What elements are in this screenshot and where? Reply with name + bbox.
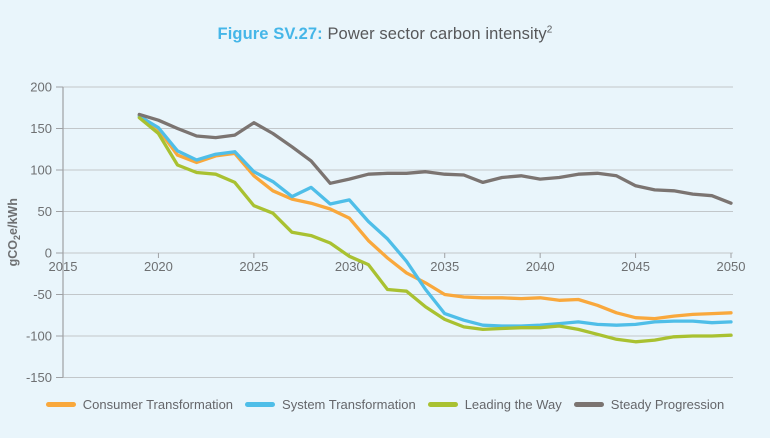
x-tick-label: 2015 <box>49 259 78 274</box>
x-tick-label: 2030 <box>335 259 364 274</box>
series-line-consumer-transformation <box>137 113 733 321</box>
y-tick-label: 0 <box>45 246 52 261</box>
chart-legend: Consumer Transformation System Transforma… <box>0 397 770 412</box>
x-tick-label: 2050 <box>717 259 746 274</box>
figure-number: Figure SV.27: <box>217 25 323 43</box>
legend-swatch <box>427 402 458 407</box>
y-tick-label: -100 <box>26 329 52 344</box>
y-tick-label: -50 <box>33 287 52 302</box>
series-line-steady-progression <box>137 112 733 205</box>
legend-item-steady-progression: Steady Progression <box>573 397 725 412</box>
series-line-system-transformation <box>137 114 733 328</box>
x-tick-label: 2020 <box>144 259 173 274</box>
x-tick-label: 2025 <box>239 259 268 274</box>
figure-title: Figure SV.27: Power sector carbon intens… <box>0 25 770 44</box>
legend-label: Leading the Way <box>464 397 562 412</box>
legend-swatch <box>573 402 604 407</box>
y-tick-label: 200 <box>30 80 52 95</box>
legend-label: System Transformation <box>282 397 416 412</box>
x-tick-label: 2045 <box>621 259 650 274</box>
footnote-marker: 2 <box>546 24 553 36</box>
legend-item-consumer-transformation: Consumer Transformation <box>45 397 234 412</box>
legend-swatch <box>245 402 276 407</box>
y-tick-label: 100 <box>30 163 52 178</box>
y-tick-label: 50 <box>38 204 52 219</box>
legend-item-system-transformation: System Transformation <box>245 397 416 412</box>
legend-label: Consumer Transformation <box>82 397 234 412</box>
y-tick-label: 150 <box>30 121 52 136</box>
y-tick-label: -150 <box>26 370 52 385</box>
legend-swatch <box>45 402 76 407</box>
x-tick-label: 2040 <box>526 259 555 274</box>
series-line-leading-the-way <box>137 116 733 344</box>
legend-label: Steady Progression <box>610 397 725 412</box>
y-axis-title: gCO2e/kWh <box>6 198 22 266</box>
x-tick-label: 2035 <box>430 259 459 274</box>
legend-item-leading-the-way: Leading the Way <box>427 397 562 412</box>
figure-caption: Power sector carbon intensity <box>322 25 547 43</box>
